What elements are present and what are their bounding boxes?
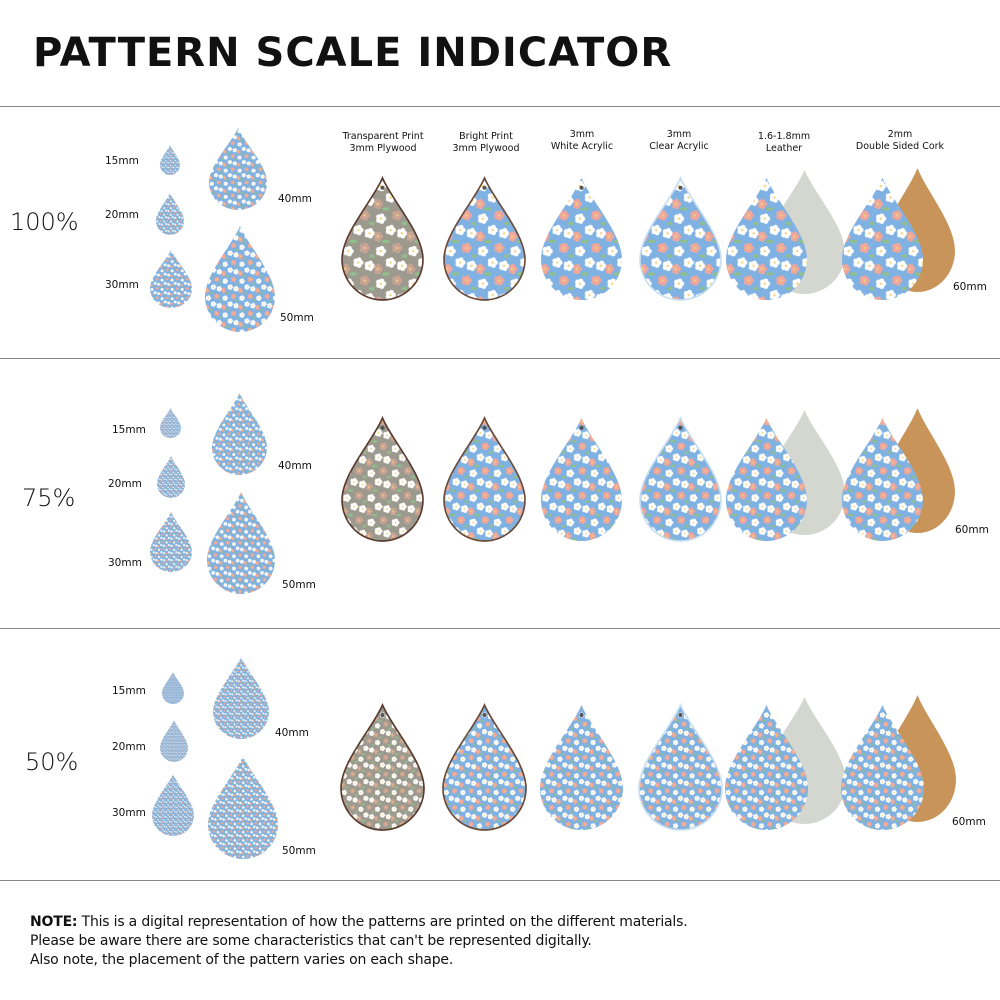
material-label: 3mm Clear Acrylic: [649, 129, 709, 152]
material-sample-teardrop: [442, 415, 526, 542]
divider: [0, 880, 1000, 881]
size-sample-teardrop: [205, 226, 275, 332]
material-size-label: 60mm: [953, 281, 987, 293]
note: NOTE: This is a digital representation o…: [30, 914, 688, 968]
size-sample-teardrop: [207, 492, 275, 594]
size-label: 20mm: [105, 209, 139, 221]
size-sample-teardrop: [213, 657, 269, 739]
size-label: 20mm: [108, 478, 142, 490]
material-sample-teardrop: [539, 705, 623, 830]
divider: [0, 106, 1000, 107]
divider: [0, 358, 1000, 359]
material-sample-teardrop: [725, 178, 807, 300]
size-label: 20mm: [112, 741, 146, 753]
material-sample-teardrop: [725, 418, 807, 541]
material-sample-teardrop: [841, 418, 923, 541]
divider: [0, 628, 1000, 629]
size-sample-teardrop: [162, 672, 184, 704]
material-label: Bright Print 3mm Plywood: [452, 131, 520, 154]
material-sample-teardrop: [340, 175, 424, 301]
scale-percentage: 50%: [25, 748, 79, 776]
scale-percentage: 75%: [22, 484, 76, 512]
material-sample-teardrop: [339, 702, 425, 831]
size-sample-teardrop: [160, 145, 180, 175]
size-sample-teardrop: [160, 720, 188, 762]
material-sample-teardrop: [441, 702, 527, 831]
size-sample-teardrop: [150, 250, 192, 308]
size-label: 30mm: [112, 807, 146, 819]
material-label: Transparent Print 3mm Plywood: [342, 131, 424, 154]
material-sample-teardrop: [540, 178, 622, 300]
size-label: 15mm: [112, 424, 146, 436]
page-title: PATTERN SCALE INDICATOR: [33, 30, 673, 76]
size-sample-teardrop: [156, 193, 184, 235]
material-sample-teardrop: [638, 175, 722, 301]
material-sample-teardrop: [637, 702, 723, 831]
size-sample-teardrop: [212, 393, 267, 475]
material-size-label: 60mm: [955, 524, 989, 536]
size-label: 30mm: [108, 557, 142, 569]
material-label: 1.6-1.8mm Leather: [757, 131, 811, 154]
size-label: 40mm: [278, 193, 312, 205]
size-sample-teardrop: [208, 756, 278, 859]
size-sample-teardrop: [209, 128, 267, 210]
size-label: 40mm: [275, 727, 309, 739]
material-sample-teardrop: [540, 418, 622, 541]
material-sample-teardrop: [724, 705, 808, 830]
material-label: 2mm Double Sided Cork: [855, 129, 945, 152]
size-label: 40mm: [278, 460, 312, 472]
size-sample-teardrop: [152, 774, 194, 836]
material-sample-teardrop: [442, 175, 526, 301]
material-sample-teardrop: [340, 415, 424, 542]
material-size-label: 60mm: [952, 816, 986, 828]
size-sample-teardrop: [157, 456, 185, 498]
size-label: 50mm: [282, 845, 316, 857]
scale-percentage: 100%: [10, 208, 79, 236]
size-sample-teardrop: [160, 408, 181, 438]
size-label: 50mm: [282, 579, 316, 591]
material-sample-teardrop: [841, 178, 923, 300]
material-sample-teardrop: [638, 415, 722, 542]
material-sample-teardrop: [840, 705, 924, 830]
size-sample-teardrop: [150, 512, 192, 572]
material-label: 3mm White Acrylic: [550, 129, 614, 152]
size-label: 15mm: [112, 685, 146, 697]
size-label: 50mm: [280, 312, 314, 324]
size-label: 30mm: [105, 279, 139, 291]
size-label: 15mm: [105, 155, 139, 167]
